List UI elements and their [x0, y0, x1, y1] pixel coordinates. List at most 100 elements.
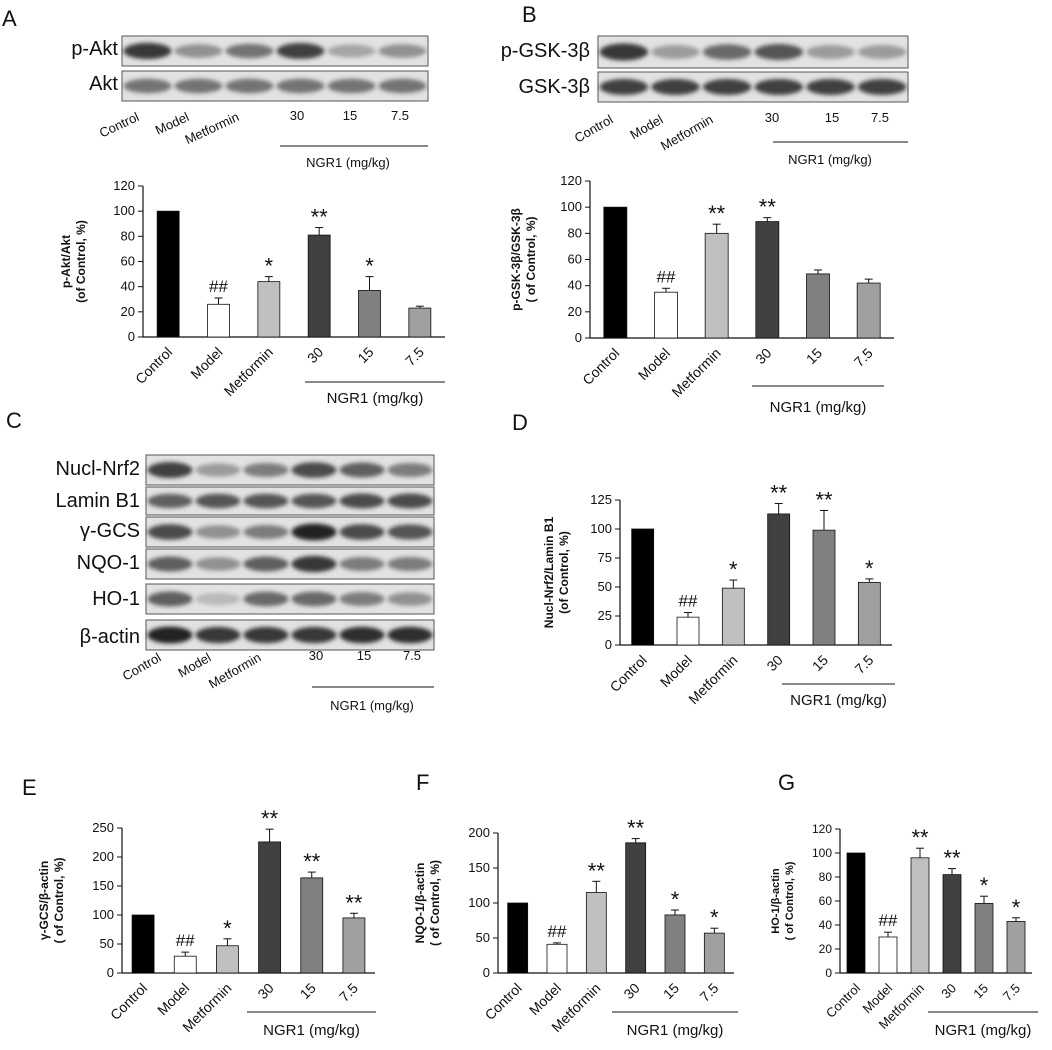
y-tick-label: 0 — [825, 966, 832, 980]
y-axis-label: NQO-1/β-actin( of Control, %) — [413, 860, 442, 946]
significance-label: ## — [209, 277, 228, 296]
bar — [358, 290, 381, 338]
blot-band — [195, 592, 241, 606]
blot-strip-background — [597, 71, 909, 103]
x-tick-label: 30 — [763, 652, 785, 674]
blot-label-gsk3b: GSK-3β — [518, 76, 590, 98]
y-tick-label: 150 — [468, 860, 490, 875]
x-tick-label: 30 — [752, 345, 774, 367]
blot-label-p-akt: p-Akt — [71, 38, 118, 60]
blot-band — [651, 79, 700, 95]
y-tick-label: 20 — [121, 304, 135, 319]
blot-group-label: NGR1 (mg/kg) — [306, 155, 390, 170]
significance-label: ** — [815, 487, 833, 512]
x-tick-label: 7.5 — [402, 344, 427, 369]
y-tick-label: 0 — [605, 637, 612, 652]
y-tick-label: 125 — [590, 492, 612, 507]
bar-chart-f: 0 50 100 150 200 NQO-1/β-actin( of Control, %… — [413, 816, 738, 1039]
blot-lane-label: 15 — [357, 648, 371, 663]
blot-lane-label: Metformin — [658, 112, 716, 154]
y-axis-label: p-Akt/Akt(of Control, %) — [59, 220, 88, 303]
blot-band — [123, 42, 172, 60]
blot-band — [387, 462, 433, 478]
y-tick-label: 100 — [590, 521, 612, 536]
bar-chart-g: 0 20 40 60 80 100 120 HO-1/β-actin( of Control,… — [770, 822, 1038, 1039]
blot-label-gamma-gcs: γ-GCS — [80, 520, 140, 542]
significance-label: ** — [911, 825, 929, 850]
significance-label: ** — [261, 806, 279, 831]
bar — [603, 206, 628, 339]
x-tick-label: 30 — [620, 980, 642, 1002]
blot-strip-background — [597, 35, 909, 69]
y-tick-label: 20 — [568, 304, 582, 319]
bar — [910, 857, 930, 974]
bar — [546, 943, 568, 974]
x-tick-label: Model — [635, 345, 673, 383]
group-label: NGR1 (mg/kg) — [627, 1022, 724, 1039]
significance-label: ** — [303, 849, 321, 874]
blot-strip — [145, 548, 435, 580]
significance-label: * — [729, 557, 738, 582]
bar — [654, 291, 678, 339]
x-tick-label: 30 — [304, 344, 326, 366]
blot-band — [387, 556, 433, 572]
bar — [846, 852, 866, 974]
blot-lane-label: Control — [120, 650, 164, 684]
blot-band — [174, 78, 223, 94]
blot-strip-background — [121, 35, 429, 67]
blot-band — [195, 525, 241, 539]
blot-lane-label: 15 — [343, 108, 357, 123]
blot-band — [387, 524, 433, 540]
y-tick-label: 150 — [92, 878, 114, 893]
y-tick-label: 100 — [468, 895, 490, 910]
x-tick-label: 15 — [354, 344, 376, 366]
blot-lane-label: Metformin — [206, 650, 264, 692]
bar — [156, 210, 180, 338]
y-tick-label: 40 — [121, 279, 135, 294]
y-tick-label: 25 — [598, 608, 612, 623]
bar — [207, 303, 230, 338]
bar — [767, 513, 791, 646]
blot-band — [147, 591, 193, 607]
blot-band — [276, 43, 325, 59]
significance-label: ** — [759, 195, 777, 220]
blot-band — [123, 78, 172, 94]
blot-band — [806, 79, 855, 95]
panel-letter-c: C — [6, 408, 22, 433]
significance-label: ## — [548, 922, 567, 941]
blot-lane-label: 30 — [765, 110, 779, 125]
blot-lane-label: Control — [97, 109, 141, 140]
blot-label-akt: Akt — [89, 73, 118, 95]
bar — [258, 841, 281, 974]
blot-band — [243, 462, 289, 478]
y-tick-label: 120 — [812, 822, 832, 836]
blot-strip — [145, 454, 435, 486]
x-tick-label: Metformin — [685, 652, 740, 707]
significance-label: * — [865, 556, 874, 581]
y-axis-label-line: ( of Control, %) — [524, 217, 538, 303]
x-tick-label: 15 — [809, 652, 831, 674]
blot-band — [291, 493, 337, 509]
blot-band — [857, 45, 907, 59]
x-tick-label: Metformin — [221, 344, 276, 399]
y-tick-label: 75 — [598, 550, 612, 565]
blot-label-lamin-b1: Lamin B1 — [55, 490, 141, 512]
bar — [408, 307, 432, 338]
panel-letter-a: A — [2, 6, 17, 31]
blot-band — [327, 78, 376, 94]
y-tick-label: 100 — [812, 846, 832, 860]
x-tick-label: Control — [607, 652, 650, 695]
blot-band — [387, 493, 433, 509]
blot-strip-background — [145, 619, 435, 651]
blot-strip — [145, 583, 435, 615]
y-tick-label: 80 — [121, 228, 135, 243]
significance-label: ** — [588, 858, 606, 883]
significance-label: ## — [879, 911, 898, 930]
x-tick-label: 15 — [803, 345, 825, 367]
blot-band — [243, 626, 289, 644]
bar — [173, 955, 197, 974]
y-tick-label: 20 — [819, 942, 833, 956]
